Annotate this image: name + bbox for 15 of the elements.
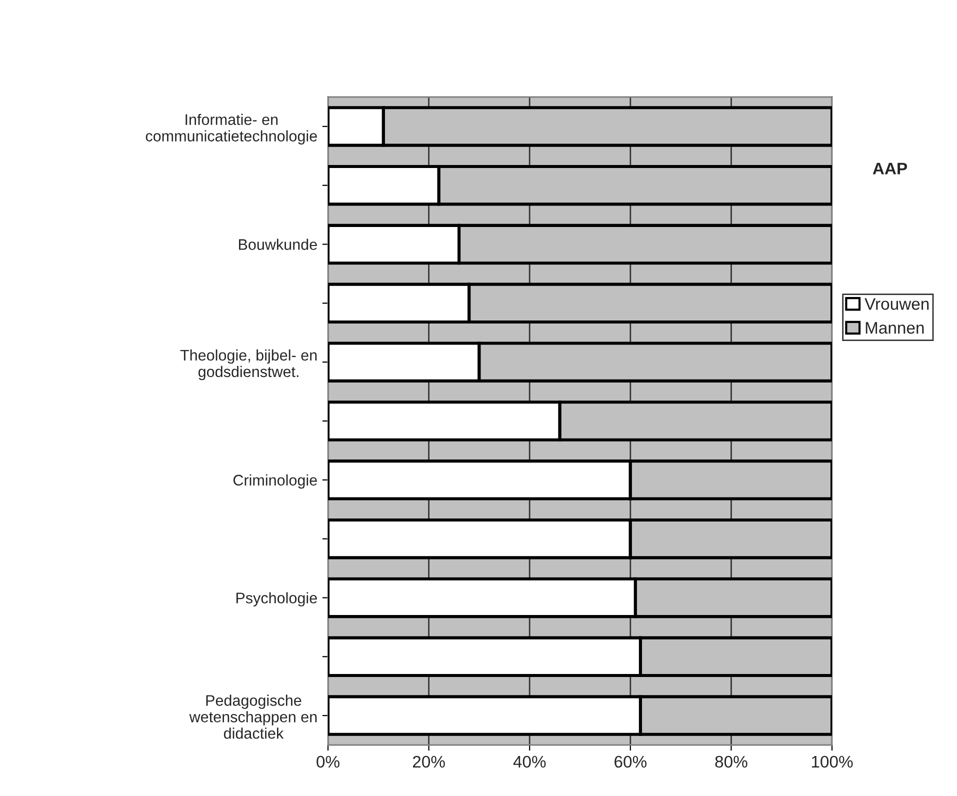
x-tick-label: 60% [614,756,646,768]
y-tick-label: Pedagogische wetenschappen en didactiek [189,694,317,739]
x-tick-label: 0% [316,756,340,768]
text: AAP [872,162,908,174]
x-tick-label: 40% [513,756,546,768]
y-tick-label: Bouwkunde [239,238,317,250]
x-tick-label: 80% [715,756,748,768]
legend-label: Vrouwen [864,298,929,310]
y-tick-label: Theologie, bijbel- en godsdienstwet. [180,349,317,380]
x-tick-label: 100% [812,756,853,768]
y-tick-label: Informatie- en communicatietechnologie [146,114,317,144]
y-tick-label: Psychologie [236,592,317,606]
y-tick-label: Criminologie [233,474,317,489]
legend-label: Mannen [866,322,924,334]
x-tick-label: 20% [412,756,445,768]
